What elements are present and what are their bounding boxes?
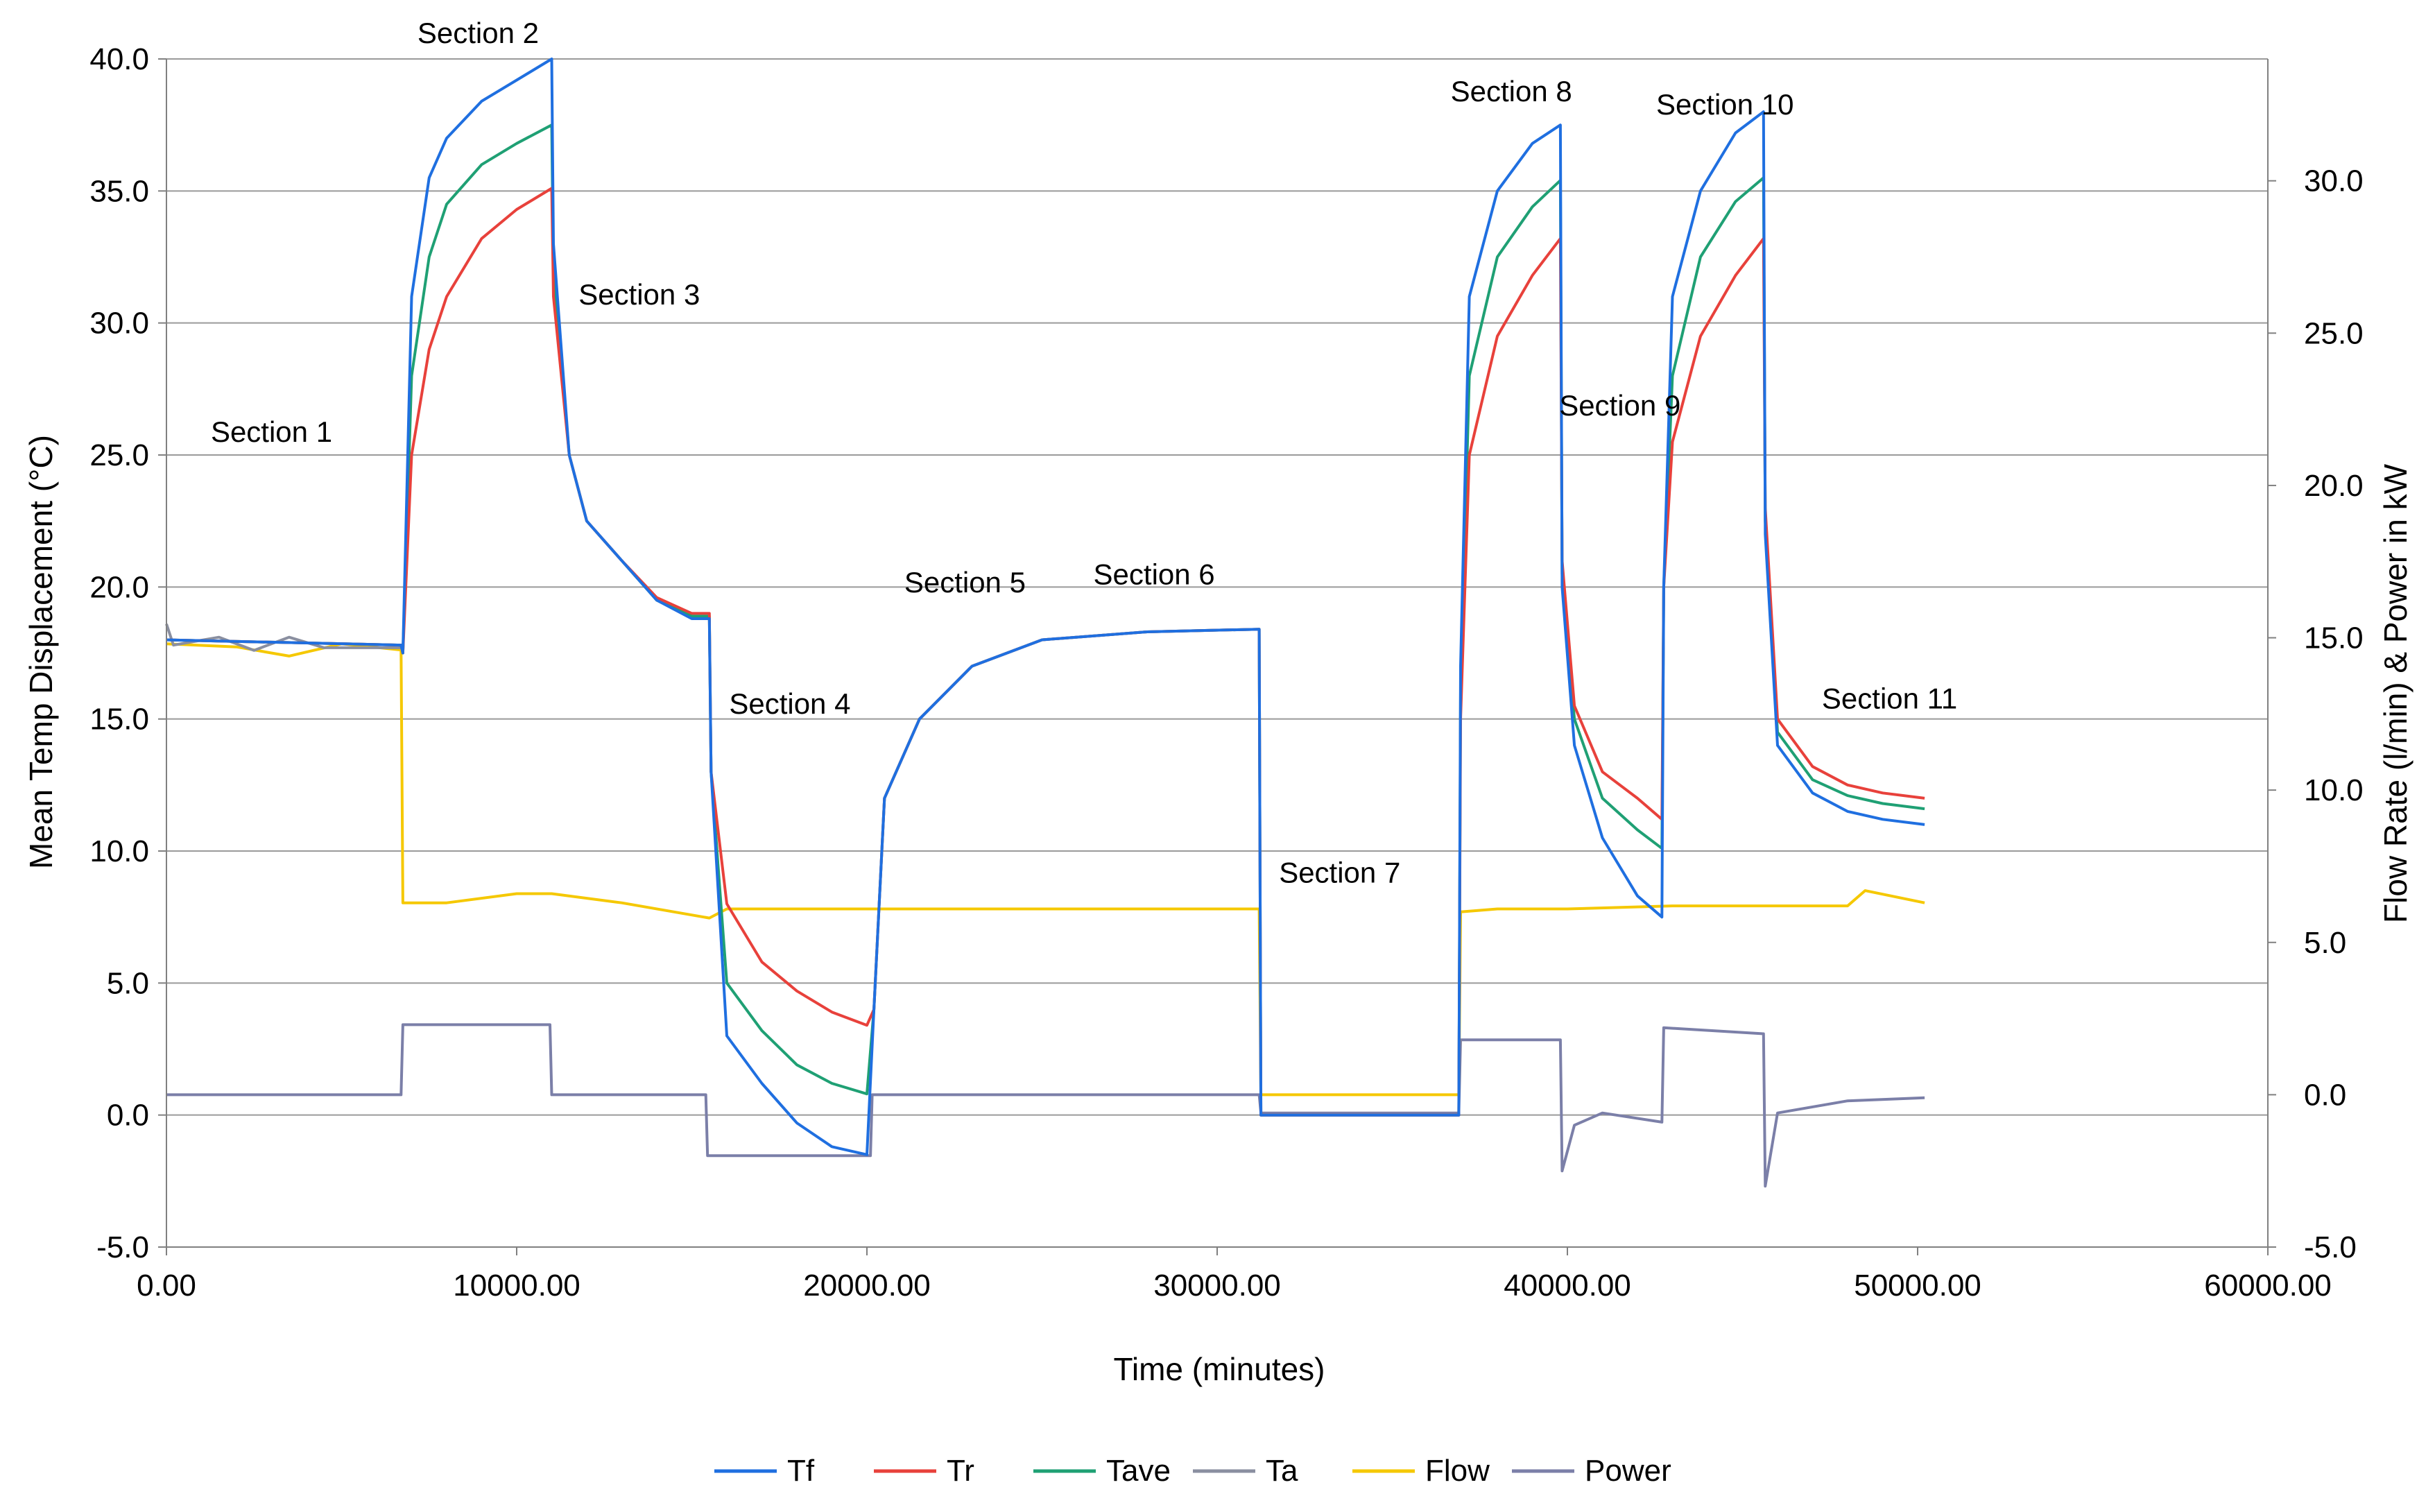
section-label: Section 6 (1094, 558, 1215, 591)
x-axis-title: Time (minutes) (1114, 1351, 1325, 1387)
series-ta-line (165, 623, 402, 652)
y2-tick-label: 15.0 (2304, 621, 2364, 655)
legend-label: Tf (787, 1454, 815, 1488)
y-tick-label: -5.0 (96, 1230, 149, 1264)
legend-item-tf: Tf (714, 1454, 815, 1488)
section-label: Section 2 (418, 17, 539, 49)
section-label: Section 7 (1279, 857, 1400, 889)
section-label: Section 5 (904, 566, 1026, 599)
y2-tick-label: 25.0 (2304, 316, 2364, 350)
legend-item-ta: Ta (1193, 1454, 1298, 1488)
y-tick-labels: 40.0 35.0 30.0 25.0 20.0 15.0 10.0 5.0 0.0 -5.0 (89, 42, 166, 1264)
y-tick-label: 0.0 (107, 1099, 149, 1133)
x-tick-label: 60000.00 (2204, 1269, 2332, 1303)
y2-tick-label: 0.0 (2304, 1078, 2346, 1112)
legend-item-tave: Tave (1033, 1454, 1171, 1488)
section-label: Section 3 (578, 278, 700, 311)
y2-axis-title: Flow Rate (l/min) & Power in kW (2377, 463, 2414, 923)
y-tick-label: 15.0 (89, 703, 149, 737)
section-label: Section 9 (1559, 389, 1680, 422)
y-tick-label: 10.0 (89, 834, 149, 868)
x-tick-label: 40000.00 (1504, 1269, 1631, 1303)
section-label: Section 1 (211, 415, 332, 448)
y2-tick-label: 20.0 (2304, 469, 2364, 503)
series-layer (165, 58, 1925, 1188)
y-tick-label: 20.0 (89, 570, 149, 604)
y2-tick-label: -5.0 (2304, 1230, 2357, 1264)
section-label: Section 8 (1451, 75, 1572, 108)
y2-tick-label: 10.0 (2304, 773, 2364, 807)
series-flow-line (166, 642, 1925, 1097)
x-tick-label: 50000.00 (1854, 1269, 1981, 1303)
legend-item-power: Power (1512, 1454, 1671, 1488)
y-tick-label: 25.0 (89, 438, 149, 472)
legend-item-flow: Flow (1352, 1454, 1490, 1488)
y2-tick-label: 5.0 (2304, 926, 2346, 960)
legend-label: Power (1585, 1454, 1671, 1488)
y2-tick-labels: 30.0 25.0 20.0 15.0 10.0 5.0 0.0 -5.0 (2268, 164, 2364, 1264)
y-tick-label: 40.0 (89, 42, 149, 76)
x-tick-label: 0.00 (137, 1269, 196, 1303)
series-tf-line (166, 58, 1925, 1156)
legend-label: Flow (1425, 1454, 1490, 1488)
section-label: Section 4 (729, 687, 850, 720)
y-tick-label: 30.0 (89, 307, 149, 341)
y-tick-label: 35.0 (89, 174, 149, 208)
x-tick-label: 20000.00 (803, 1269, 931, 1303)
y-tick-label: 5.0 (107, 966, 149, 1000)
section-annotations: Section 1 Section 2 Section 3 Section 4 Sect… (211, 17, 1957, 889)
plot-area (166, 59, 2268, 1247)
y2-tick-label: 30.0 (2304, 164, 2364, 198)
legend: Tf Tr Tave Ta Flow Power (714, 1454, 1671, 1488)
y-axis-title: Mean Temp Displacement (°C) (23, 435, 59, 869)
x-tick-label: 10000.00 (453, 1269, 580, 1303)
legend-label: Tr (947, 1454, 974, 1488)
section-label: Section 10 (1656, 88, 1793, 121)
legend-item-tr: Tr (874, 1454, 974, 1488)
legend-label: Tave (1106, 1454, 1171, 1488)
legend-label: Ta (1266, 1454, 1298, 1488)
x-tick-label: 30000.00 (1153, 1269, 1281, 1303)
section-label: Section 11 (1822, 682, 1957, 714)
x-tick-labels: 0.00 10000.00 20000.00 30000.00 40000.00 5000… (137, 1247, 2332, 1303)
